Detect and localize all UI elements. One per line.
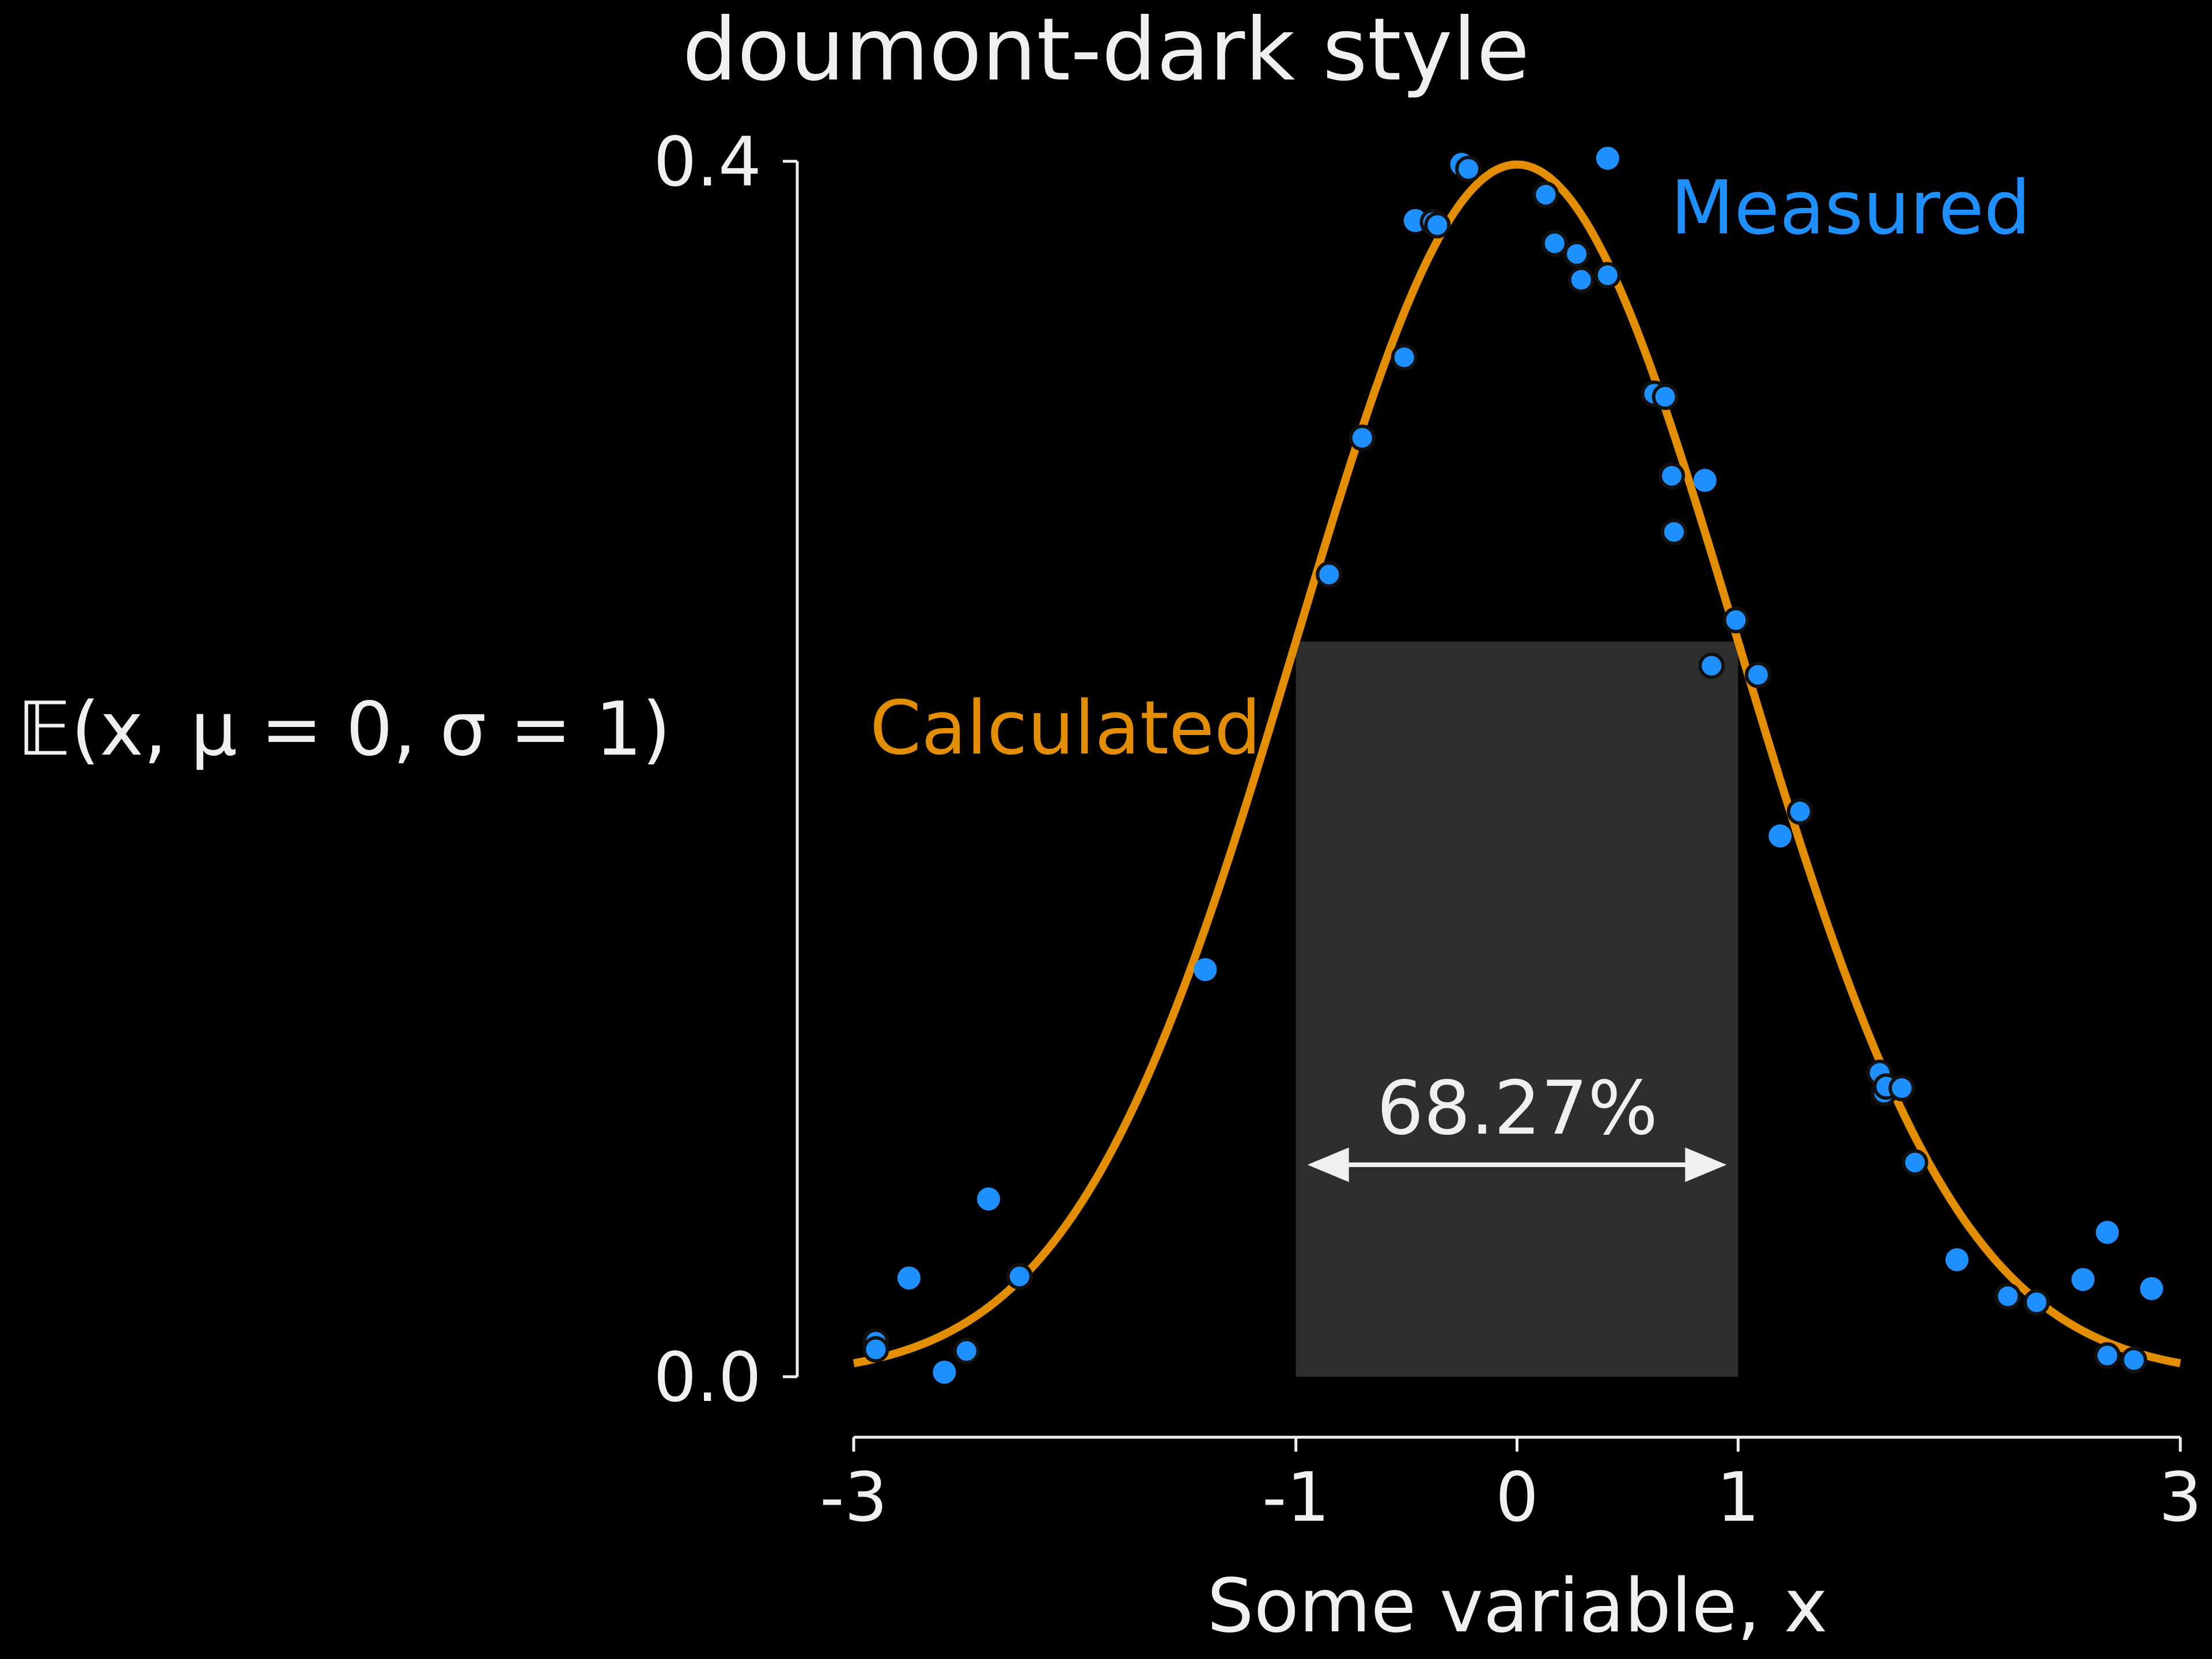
- measured-point: [1722, 607, 1749, 634]
- calculated-label: Calculated: [870, 685, 1261, 771]
- measured-point: [1567, 266, 1594, 293]
- measured-point: [1563, 240, 1590, 267]
- measured-point: [2120, 1347, 2147, 1373]
- measured-point: [1888, 1074, 1915, 1101]
- shaded-area: [1296, 641, 1738, 1377]
- x-tick-label: -3: [820, 1457, 888, 1537]
- measured-point: [2071, 1268, 2095, 1291]
- measured-label: Measured: [1671, 165, 2031, 251]
- x-tick-label: -1: [1262, 1457, 1330, 1537]
- measured-point: [1744, 661, 1771, 688]
- measured-point: [1424, 211, 1451, 238]
- shaded-region: [1296, 641, 1738, 1377]
- measured-point: [1658, 463, 1685, 489]
- measured-point: [1349, 425, 1376, 451]
- measured-point: [1455, 156, 1482, 183]
- measured-point: [2094, 1342, 2121, 1369]
- chart-title: doumont-dark style: [683, 0, 1530, 100]
- calculated-line: [853, 160, 2181, 1368]
- measured-series: [862, 146, 2164, 1384]
- y-axis-label: 𝔼(x, μ = 0, σ = 1): [17, 687, 671, 772]
- measured-point: [1661, 518, 1687, 546]
- measured-point: [953, 1338, 980, 1365]
- measured-point: [1698, 652, 1725, 679]
- measured-point: [1596, 146, 1619, 170]
- x-tick-label: 0: [1495, 1457, 1539, 1537]
- calculated-series: [853, 160, 2181, 1368]
- interval-arrow: [1307, 1147, 1727, 1182]
- measured-point: [1902, 1149, 1929, 1176]
- measured-point: [1532, 181, 1559, 208]
- measured-point: [862, 1336, 889, 1363]
- x-axis-label: Some variable, x: [1207, 1563, 1827, 1649]
- percent-label: 68.27%: [1377, 1066, 1658, 1152]
- y-tick-label: 0.0: [653, 1338, 762, 1417]
- y-axis: 0.0 0.4: [653, 122, 799, 1417]
- measured-point: [2096, 1221, 2119, 1244]
- measured-point: [1391, 344, 1418, 371]
- measured-point: [1652, 383, 1679, 410]
- measured-point: [1786, 798, 1813, 825]
- measured-point: [2140, 1277, 2164, 1300]
- measured-point: [1994, 1283, 2021, 1310]
- arrow-head-left: [1307, 1147, 1349, 1182]
- arrow-head-right: [1685, 1147, 1727, 1182]
- measured-point: [1768, 824, 1792, 848]
- x-axis: -3 -1 0 1 3: [820, 1435, 2202, 1537]
- x-tick-label: 3: [2158, 1457, 2202, 1537]
- measured-point: [1693, 468, 1717, 492]
- measured-point: [2023, 1289, 2050, 1316]
- measured-point: [1541, 230, 1568, 257]
- measured-point: [977, 1187, 1001, 1211]
- measured-point: [1945, 1248, 1969, 1271]
- measured-point: [1194, 958, 1217, 982]
- measured-point: [1006, 1263, 1033, 1290]
- measured-point: [897, 1266, 921, 1290]
- x-tick-label: 1: [1717, 1457, 1760, 1537]
- y-tick-label: 0.4: [653, 122, 762, 202]
- measured-point: [1594, 262, 1621, 289]
- measured-point: [1316, 561, 1343, 588]
- measured-point: [933, 1361, 956, 1384]
